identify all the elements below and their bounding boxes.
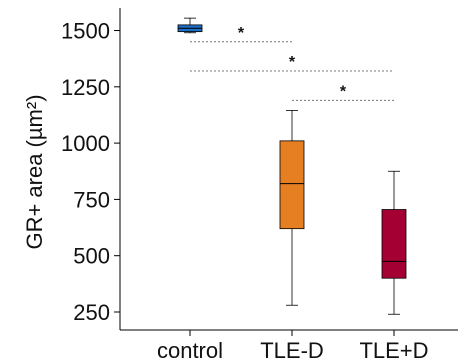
iqr-box xyxy=(381,209,407,279)
box-control xyxy=(177,17,203,34)
y-tick-label: 500 xyxy=(73,244,110,269)
y-axis-label: GR+ area (µm²) xyxy=(22,94,47,249)
y-tick-label: 1500 xyxy=(61,19,110,44)
significance-star: * xyxy=(289,54,296,71)
significance-star: * xyxy=(340,83,347,100)
y-ticks: 250 500 750 1000 1250 1500 xyxy=(61,19,120,325)
box-TLE+D xyxy=(381,170,407,315)
axes xyxy=(119,8,458,331)
boxes xyxy=(177,17,407,315)
category-labels: control TLE-D TLE+D xyxy=(157,330,429,363)
x-tick-label: TLE+D xyxy=(359,338,428,363)
box-TLE-D xyxy=(279,110,305,306)
x-tick-label: TLE-D xyxy=(260,338,324,363)
y-tick-label: 250 xyxy=(73,300,110,325)
y-tick-label: 1250 xyxy=(61,75,110,100)
y-tick-label: 1000 xyxy=(61,131,110,156)
x-tick-label: control xyxy=(157,338,223,363)
iqr-box xyxy=(279,140,305,230)
significance-brackets: * * * xyxy=(190,25,394,101)
significance-star: * xyxy=(238,25,245,42)
y-tick-label: 750 xyxy=(73,187,110,212)
